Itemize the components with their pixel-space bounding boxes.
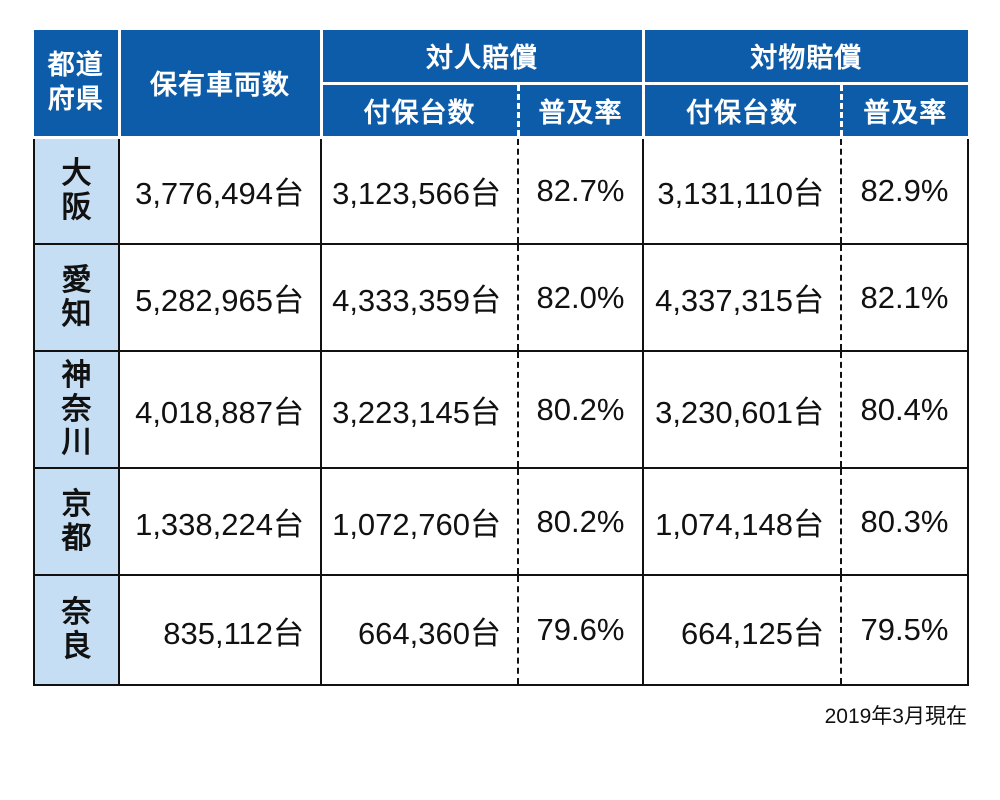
cell-taibutsu-insured: 3,131,110台 [642, 136, 841, 245]
header-taijin-rate: 普及率 [516, 81, 645, 139]
cell-taibutsu-insured: 664,125台 [642, 574, 841, 686]
table-row-aichi: 愛 知 5,282,965台 4,333,359台 82.0% 4,337,31… [33, 243, 969, 352]
cell-taibutsu-rate: 79.5% [840, 574, 969, 686]
table-row-kanagawa: 神 奈 川 4,018,887台 3,223,145台 80.2% 3,230,… [33, 350, 969, 469]
table-row-nara: 奈 良 835,112台 664,360台 79.6% 664,125台 79.… [33, 574, 969, 686]
cell-taijin-insured: 1,072,760台 [320, 467, 518, 576]
table-body: 大 阪 3,776,494台 3,123,566台 82.7% 3,131,11… [33, 136, 969, 686]
cell-vehicles-owned: 3,776,494台 [118, 136, 322, 245]
header-taibutsu-insured-count: 付保台数 [641, 81, 841, 139]
header-group-taijin: 対人賠償 [319, 30, 645, 85]
cell-prefecture: 奈 良 [33, 574, 120, 686]
header-vehicles-owned: 保有車両数 [117, 30, 323, 139]
header-prefecture: 都道 府県 [34, 30, 121, 139]
header-taijin-insured-count: 付保台数 [319, 81, 518, 139]
cell-taijin-rate: 80.2% [517, 350, 644, 469]
cell-taibutsu-rate: 80.4% [840, 350, 969, 469]
cell-vehicles-owned: 1,338,224台 [118, 467, 322, 576]
cell-taijin-insured: 3,123,566台 [320, 136, 518, 245]
cell-taibutsu-insured: 1,074,148台 [642, 467, 841, 576]
cell-taijin-rate: 82.7% [517, 136, 644, 245]
table-header: 都道 府県 保有車両数 対人賠償 対物賠償 付保台数 普及率 付保台数 普及率 [34, 30, 968, 139]
cell-taijin-rate: 79.6% [517, 574, 644, 686]
cell-taibutsu-rate: 80.3% [840, 467, 969, 576]
cell-taijin-insured: 3,223,145台 [320, 350, 518, 469]
cell-taijin-rate: 82.0% [517, 243, 644, 352]
cell-taijin-insured: 664,360台 [320, 574, 518, 686]
cell-taibutsu-rate: 82.1% [840, 243, 969, 352]
table-row-osaka: 大 阪 3,776,494台 3,123,566台 82.7% 3,131,11… [33, 136, 969, 245]
cell-taibutsu-rate: 82.9% [840, 136, 969, 245]
insurance-coverage-table: 都道 府県 保有車両数 対人賠償 対物賠償 付保台数 普及率 付保台数 普及率 … [33, 30, 969, 686]
insurance-coverage-table-page: 都道 府県 保有車両数 対人賠償 対物賠償 付保台数 普及率 付保台数 普及率 … [0, 30, 1000, 800]
header-taibutsu-rate: 普及率 [839, 81, 968, 139]
cell-taibutsu-insured: 4,337,315台 [642, 243, 841, 352]
table-row-kyoto: 京 都 1,338,224台 1,072,760台 80.2% 1,074,14… [33, 467, 969, 576]
cell-taijin-insured: 4,333,359台 [320, 243, 518, 352]
cell-prefecture: 愛 知 [33, 243, 120, 352]
cell-prefecture: 大 阪 [33, 136, 120, 245]
cell-vehicles-owned: 4,018,887台 [118, 350, 322, 469]
cell-prefecture: 京 都 [33, 467, 120, 576]
cell-vehicles-owned: 835,112台 [118, 574, 322, 686]
header-group-taibutsu: 対物賠償 [641, 30, 968, 85]
as-of-date-note: 2019年3月現在 [824, 705, 967, 728]
cell-vehicles-owned: 5,282,965台 [118, 243, 322, 352]
cell-taibutsu-insured: 3,230,601台 [642, 350, 841, 469]
cell-prefecture: 神 奈 川 [33, 350, 120, 469]
cell-taijin-rate: 80.2% [517, 467, 644, 576]
